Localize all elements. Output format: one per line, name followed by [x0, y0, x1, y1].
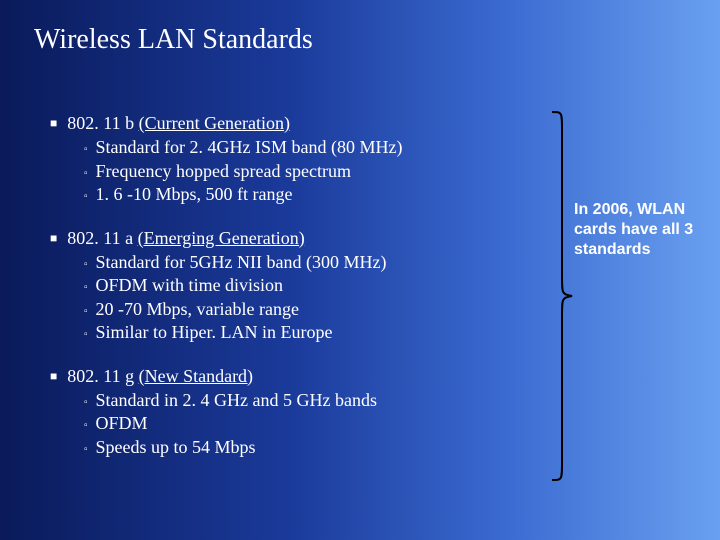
square-bullet-icon: ■: [50, 231, 57, 247]
list-item: ▫ Similar to Hiper. LAN in Europe: [84, 321, 520, 344]
subitem-list: ▫ Standard for 5GHz NII band (300 MHz) ▫ O…: [84, 251, 520, 345]
section-80211g: ■ 802. 11 g (New Standard) ▫ Standard in …: [50, 365, 520, 460]
triangle-bullet-icon: ▫: [84, 396, 88, 409]
list-item: ▫ 20 -70 Mbps, variable range: [84, 298, 520, 321]
triangle-bullet-icon: ▫: [84, 258, 88, 271]
item-text: Standard for 2. 4GHz ISM band (80 MHz): [96, 136, 403, 159]
section-name: 802. 11 a: [67, 227, 133, 250]
curly-brace-icon: [544, 110, 574, 482]
item-text: OFDM with time division: [96, 274, 284, 297]
triangle-bullet-icon: ▫: [84, 167, 88, 180]
list-item: ▫ Standard in 2. 4 GHz and 5 GHz bands: [84, 389, 520, 412]
section-generation: (Emerging Generation): [138, 227, 305, 250]
triangle-bullet-icon: ▫: [84, 190, 88, 203]
list-item: ▫ OFDM with time division: [84, 274, 520, 297]
item-text: Frequency hopped spread spectrum: [96, 160, 351, 183]
slide-title: Wireless LAN Standards: [34, 24, 313, 56]
item-text: Standard for 5GHz NII band (300 MHz): [96, 251, 387, 274]
side-note: In 2006, WLAN cards have all 3 standards: [574, 200, 694, 260]
triangle-bullet-icon: ▫: [84, 328, 88, 341]
section-generation: (New Standard): [139, 365, 253, 388]
list-item: ▫ Speeds up to 54 Mbps: [84, 436, 520, 459]
item-text: Standard in 2. 4 GHz and 5 GHz bands: [96, 389, 377, 412]
section-name: 802. 11 b: [67, 112, 134, 135]
list-item: ▫ OFDM: [84, 412, 520, 435]
item-text: Similar to Hiper. LAN in Europe: [96, 321, 333, 344]
subitem-list: ▫Standard for 2. 4GHz ISM band (80 MHz) …: [84, 136, 520, 206]
section-heading: ■ 802. 11 g (New Standard): [50, 365, 520, 388]
section-heading: ■ 802. 11 b (Current Generation): [50, 112, 520, 135]
triangle-bullet-icon: ▫: [84, 281, 88, 294]
section-heading: ■ 802. 11 a (Emerging Generation): [50, 227, 520, 250]
section-80211b: ■ 802. 11 b (Current Generation) ▫ Standa…: [50, 112, 520, 207]
item-text: 20 -70 Mbps, variable range: [96, 298, 299, 321]
list-item: ▫ Frequency hopped spread spectrum: [84, 160, 520, 183]
triangle-bullet-icon: ▫: [84, 305, 88, 318]
section-80211a: ■ 802. 11 a (Emerging Generation) ▫ Stand…: [50, 227, 520, 345]
triangle-bullet-icon: ▫: [84, 419, 88, 432]
square-bullet-icon: ■: [50, 116, 57, 132]
triangle-bullet-icon: ▫: [84, 143, 88, 156]
triangle-bullet-icon: ▫: [84, 443, 88, 456]
item-text: Speeds up to 54 Mbps: [96, 436, 256, 459]
content-area: ■ 802. 11 b (Current Generation) ▫ Standa…: [50, 112, 520, 479]
section-generation: (Current Generation): [139, 112, 290, 135]
square-bullet-icon: ■: [50, 369, 57, 385]
subitem-list: ▫ Standard in 2. 4 GHz and 5 GHz bands ▫ O…: [84, 389, 520, 459]
list-item: ▫ Standard for 5GHz NII band (300 MHz): [84, 251, 520, 274]
item-text: 1. 6 -10 Mbps, 500 ft range: [96, 183, 293, 206]
section-name: 802. 11 g: [67, 365, 134, 388]
list-item: ▫ Standard for 2. 4GHz ISM band (80 MHz): [84, 136, 520, 159]
list-item: ▫ 1. 6 -10 Mbps, 500 ft range: [84, 183, 520, 206]
item-text: OFDM: [96, 412, 148, 435]
